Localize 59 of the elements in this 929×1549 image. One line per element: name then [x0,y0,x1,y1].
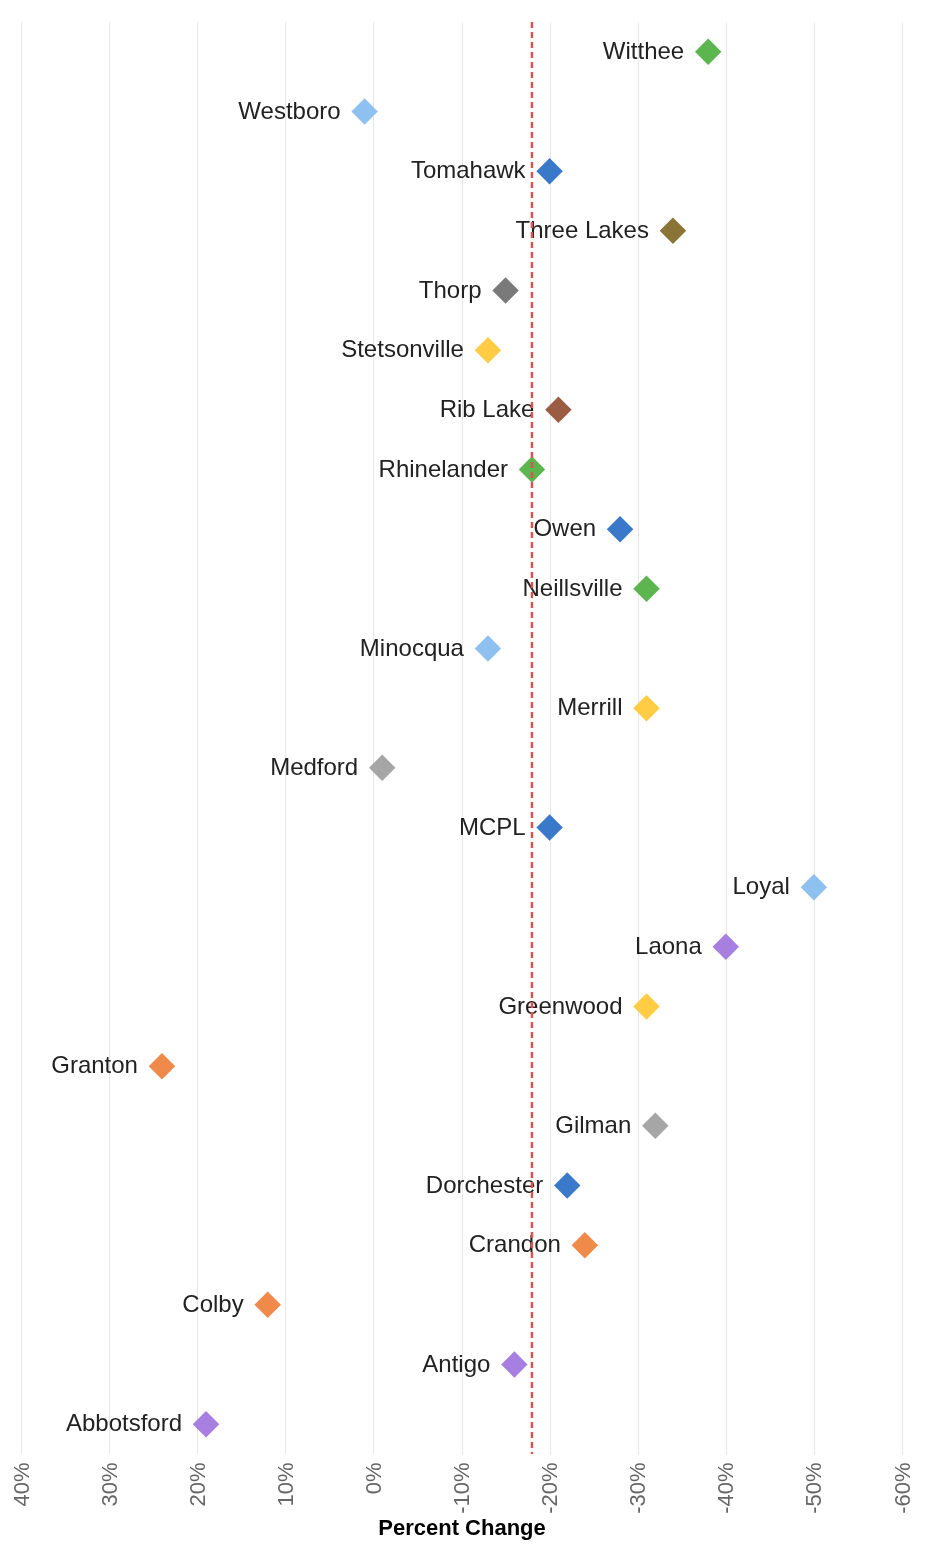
point [800,873,828,901]
x-tick-label: -20% [537,1462,563,1514]
y-tick-label: Stetsonville [341,335,464,363]
point [254,1291,281,1319]
y-tick-label: Thorp [418,275,482,303]
point [501,1351,528,1378]
y-tick-label: Abbotsford [65,1409,183,1437]
x-tick-label: -10% [449,1462,474,1514]
y-tick-label: Rhinelander [378,454,508,482]
point [536,814,563,841]
y-tick-label: Antigo [422,1349,491,1377]
y-tick-label: MCPL [458,812,526,840]
y-tick-label: Tomahawk [410,156,527,184]
point [474,336,502,364]
point [492,277,519,304]
y-tick-label: Dorchester [425,1170,544,1198]
y-tick-label: Westboro [238,96,341,124]
point [571,1231,599,1259]
point [351,98,378,125]
x-tick-label: 30% [96,1462,122,1507]
y-tick-label: Gilman [555,1110,632,1138]
y-tick-label: Granton [51,1051,138,1079]
x-tick-label: 0% [360,1462,386,1495]
point [148,1052,176,1080]
y-tick-label: Rib Lake [439,394,535,422]
point [633,575,660,603]
y-tick-label: Owen [533,514,597,542]
y-tick-label: Medford [270,752,359,780]
point [545,396,572,424]
y-tick-label: Neillsville [522,573,623,601]
point [694,38,722,66]
point [606,515,634,543]
y-tick-label: Laona [635,931,703,959]
y-tick-label: Minocqua [359,633,465,661]
y-tick-label: Colby [182,1289,244,1317]
point [633,694,660,722]
y-tick-label: Merrill [557,693,623,721]
point [192,1410,220,1438]
x-tick-label: -50% [801,1462,827,1514]
x-tick-label: 10% [272,1462,298,1507]
point [712,933,740,961]
x-tick-label: -40% [713,1462,739,1514]
point [536,157,563,185]
point [553,1172,581,1199]
x-tick-label: -60% [889,1462,915,1514]
point [474,635,502,662]
x-tick-label: 20% [184,1462,210,1507]
x-axis-title: Percent Change [378,1514,546,1540]
y-tick-label: Loyal [732,872,790,900]
y-tick-label: Witthee [602,36,685,64]
y-tick-label: Three Lakes [515,215,649,243]
x-tick-label: 40% [8,1462,34,1507]
point [368,754,396,782]
point [642,1112,669,1140]
y-tick-label: Greenwood [498,991,623,1019]
x-tick-label: -30% [625,1462,651,1514]
point [659,217,687,245]
y-tick-label: Crandon [468,1230,561,1258]
point [633,993,660,1020]
